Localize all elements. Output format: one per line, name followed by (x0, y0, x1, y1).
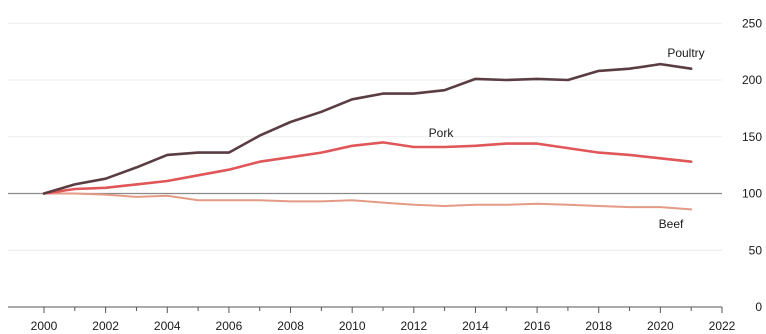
y-tick-label-0: 0 (755, 300, 762, 314)
series-line-beef (43, 192, 693, 211)
y-tick-label-100: 100 (742, 187, 762, 201)
series-label-poultry: Poultry (667, 46, 704, 60)
series-label-pork: Pork (429, 126, 455, 140)
x-tick-label-2008: 2008 (277, 319, 304, 333)
x-tick-label-2012: 2012 (400, 319, 427, 333)
y-tick-labels: 0 50 100 150 200 250 (742, 16, 762, 314)
series-lines (42, 62, 693, 211)
series-line-poultry (42, 62, 693, 195)
y-tick-label-250: 250 (742, 16, 762, 30)
x-tick-label-2002: 2002 (92, 319, 119, 333)
x-tick-label-2014: 2014 (462, 319, 489, 333)
y-tick-label-200: 200 (742, 73, 762, 87)
series-label-beef: Beef (659, 217, 684, 231)
x-tick-label-2004: 2004 (154, 319, 181, 333)
x-tick-label-2018: 2018 (585, 319, 612, 333)
series-labels: Poultry Pork Beef (429, 46, 705, 231)
x-tick-label-2000: 2000 (31, 319, 58, 333)
x-tick-label-2022: 2022 (709, 319, 736, 333)
gridlines (8, 22, 722, 251)
x-axis (8, 306, 723, 313)
x-tick-labels: 2000 2002 2004 2006 2008 2010 2012 2014 2016 2018… (31, 319, 736, 333)
x-tick-label-2016: 2016 (524, 319, 551, 333)
x-tick-label-2006: 2006 (216, 319, 243, 333)
x-tick-label-2020: 2020 (647, 319, 674, 333)
series-line-pork (42, 141, 693, 195)
x-tick-label-2010: 2010 (339, 319, 366, 333)
y-tick-label-50: 50 (749, 243, 763, 257)
y-tick-label-150: 150 (742, 130, 762, 144)
